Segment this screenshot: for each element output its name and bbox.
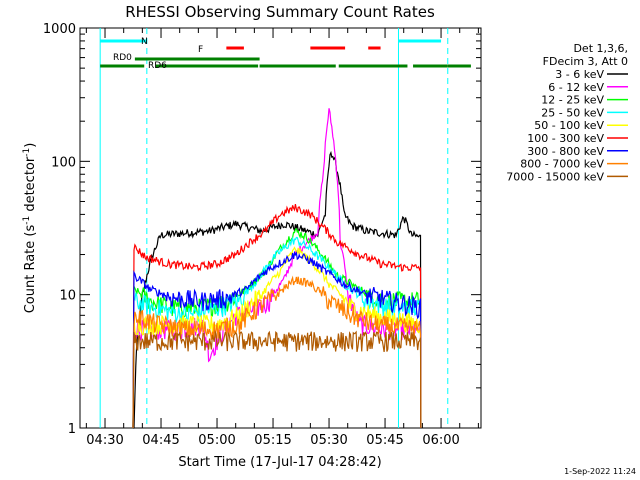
- annotation-label-rd0: RD0: [113, 53, 132, 63]
- y-axis-label-end: ): [23, 143, 38, 148]
- annotation-label-f: F: [198, 45, 203, 55]
- x-tick-label: 05:00: [198, 433, 235, 448]
- timestamp: 1-Sep-2022 11:24: [564, 467, 636, 476]
- x-tick-label: 06:00: [422, 433, 459, 448]
- series-line-5: [132, 203, 422, 429]
- series-line-7: [132, 275, 422, 429]
- annotation-label-rd6: RD6: [148, 61, 167, 71]
- series-line-0: [133, 150, 422, 429]
- plot-frame: [79, 27, 482, 429]
- y-axis-label-tail: detector: [23, 156, 38, 216]
- legend-label: 800 - 7000 keV: [520, 158, 604, 171]
- series-line-8: [132, 329, 422, 429]
- observing-vertical-lines: [99, 28, 449, 428]
- x-axis-label: Start Time (17-Jul-17 04:28:42): [178, 455, 381, 470]
- x-tick-label: 05:15: [254, 433, 291, 448]
- legend-header-2: FDecim 3, Att 0: [543, 55, 628, 68]
- legend-label: 25 - 50 keV: [541, 106, 604, 119]
- legend-header-1: Det 1,3,6,: [573, 42, 628, 55]
- legend-label: 12 - 25 keV: [541, 94, 604, 107]
- chart-title: RHESSI Observing Summary Count Rates: [125, 3, 435, 21]
- x-tick-label: 04:30: [86, 433, 123, 448]
- legend-label: 7000 - 15000 keV: [506, 170, 604, 183]
- y-axis-label-sup1: -1: [22, 216, 32, 225]
- y-tick-label: 10: [59, 289, 76, 304]
- legend-label: 3 - 6 keV: [555, 68, 604, 81]
- y-axis-label-sup2: -1: [22, 148, 32, 157]
- legend-label: 300 - 800 keV: [527, 145, 604, 158]
- legend-label: 50 - 100 keV: [534, 119, 604, 132]
- y-tick-label: 1: [68, 422, 76, 437]
- axis-ticks: 1 10 100 1000 04:30 04:45 05:00 05:15 05:30 05:45…: [43, 22, 481, 448]
- x-tick-label: 04:45: [142, 433, 179, 448]
- x-tick-label: 05:30: [310, 433, 347, 448]
- y-axis-label: Count Rate (s-1 detector-1): [22, 143, 38, 314]
- legend-label: 100 - 300 keV: [527, 132, 604, 145]
- y-tick-label: 100: [51, 155, 76, 170]
- y-tick-label: 1000: [43, 22, 76, 37]
- observing-annotations: N F RD0 RD6: [100, 37, 471, 71]
- plot-area: [79, 27, 482, 429]
- legend-label: 6 - 12 keV: [548, 81, 604, 94]
- series-line-6: [132, 250, 422, 429]
- series-lines: [132, 108, 422, 429]
- x-tick-label: 05:45: [366, 433, 403, 448]
- y-axis-label-main: Count Rate (s: [23, 225, 38, 314]
- annotation-label-n: N: [141, 37, 148, 47]
